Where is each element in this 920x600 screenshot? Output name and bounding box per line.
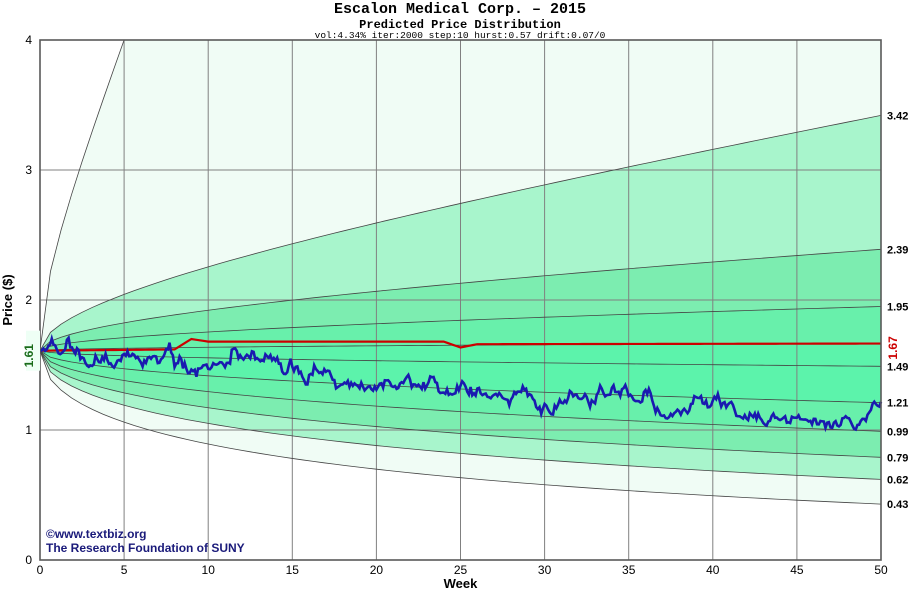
svg-text:3.42: 3.42 [887, 110, 908, 122]
svg-text:The Research Foundation of SUN: The Research Foundation of SUNY [46, 541, 245, 555]
svg-text:2.39: 2.39 [887, 244, 908, 256]
svg-text:0: 0 [25, 553, 32, 567]
svg-text:25: 25 [454, 563, 468, 577]
svg-text:5: 5 [121, 563, 128, 577]
svg-text:45: 45 [790, 563, 804, 577]
svg-text:50: 50 [874, 563, 888, 577]
svg-text:1.49: 1.49 [887, 361, 908, 373]
svg-text:1.95: 1.95 [887, 302, 908, 314]
svg-text:3: 3 [25, 163, 32, 177]
svg-text:0.99: 0.99 [887, 426, 908, 438]
svg-text:20: 20 [370, 563, 384, 577]
svg-text:30: 30 [538, 563, 552, 577]
svg-text:0.62: 0.62 [887, 474, 908, 486]
svg-text:10: 10 [202, 563, 216, 577]
svg-text:1: 1 [25, 423, 32, 437]
svg-text:Price ($): Price ($) [0, 274, 15, 325]
svg-text:35: 35 [622, 563, 636, 577]
svg-text:1.61: 1.61 [22, 344, 36, 368]
svg-text:0.43: 0.43 [887, 499, 908, 511]
svg-text:1.67: 1.67 [886, 336, 900, 360]
svg-text:©www.textbiz.org: ©www.textbiz.org [46, 527, 146, 541]
svg-text:4: 4 [25, 33, 32, 47]
svg-text:40: 40 [706, 563, 720, 577]
svg-text:Week: Week [444, 576, 478, 591]
svg-text:0: 0 [37, 563, 44, 577]
svg-text:15: 15 [286, 563, 300, 577]
svg-text:0.79: 0.79 [887, 452, 908, 464]
svg-text:2: 2 [25, 293, 32, 307]
svg-text:1.21: 1.21 [887, 398, 908, 410]
